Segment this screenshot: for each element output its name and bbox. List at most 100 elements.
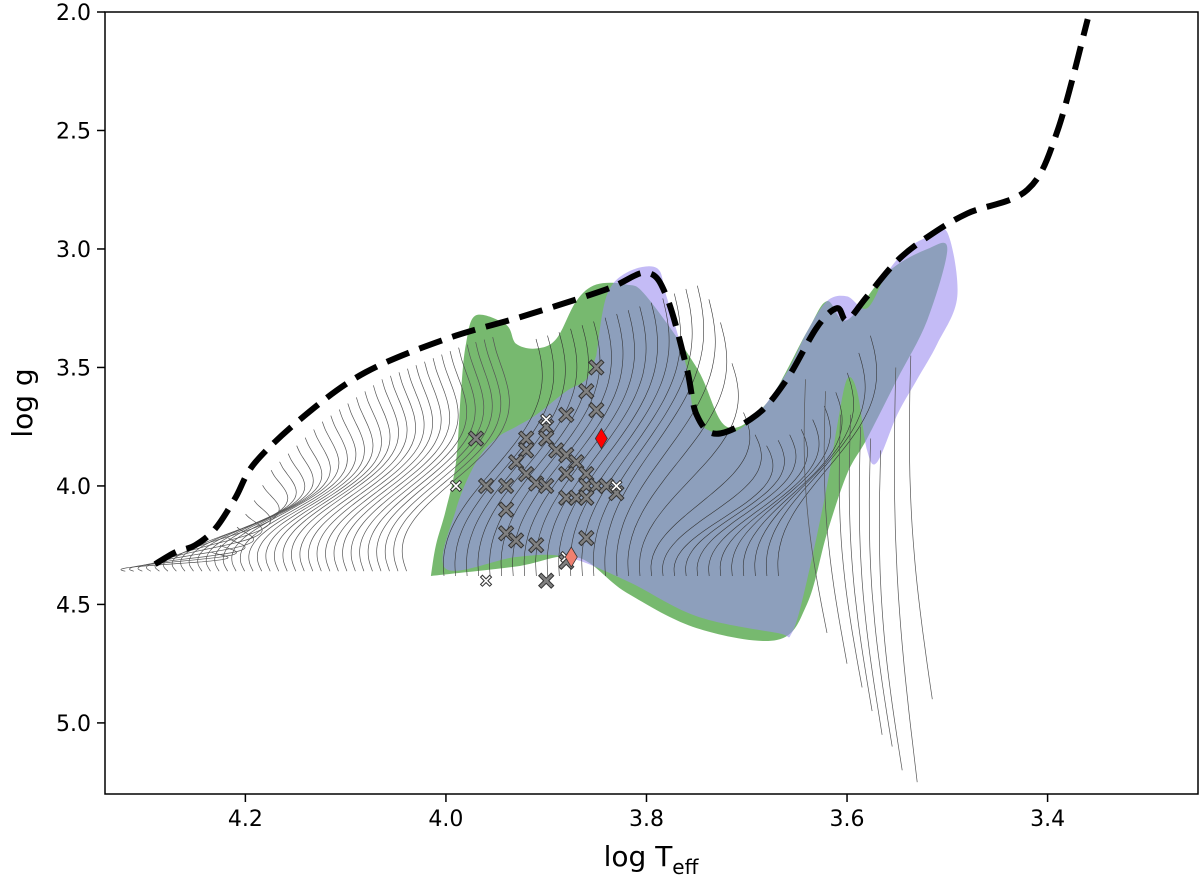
evolution-track [248,409,357,572]
evolution-track [673,445,774,577]
evolution-track [512,317,612,577]
evolution-track [129,544,237,572]
gray-cross-marker [558,465,575,483]
x-axis-label: log Teff [604,840,700,879]
gray-cross-marker [568,454,585,471]
gray-cross-marker [527,536,545,554]
evolution-track [848,414,873,712]
evolution-track [367,347,476,572]
evolution-track [616,299,716,577]
evolution-track [265,397,374,572]
evolution-track [239,415,348,572]
white-cross-marker [540,413,553,426]
evolution-track [535,310,635,577]
evolution-track [333,361,442,572]
y-tick-label: 4.5 [56,593,91,618]
gray-cross-marker [517,442,535,459]
evolution-track [231,421,340,572]
evolution-track [742,392,843,577]
gray-cross-marker [588,359,605,376]
evolution-track [489,325,589,577]
evolution-track [523,313,624,577]
gray-cross-marker [538,477,555,495]
evolution-track [316,368,425,572]
white-cross-marker [610,479,623,493]
y-tick-label: 4.0 [56,475,91,500]
evolution-track [719,419,820,577]
evolution-track [593,288,693,577]
x-tick-label: 3.4 [1030,807,1065,832]
evolution-track [291,379,399,572]
evolution-track [909,355,933,700]
gray-cross-marker [538,430,555,447]
gray-cross-marker [507,454,525,471]
gray-cross-marker [497,501,515,518]
red-diamond-marker [594,427,608,450]
evolution-track [256,403,365,572]
evolution-track [838,414,863,688]
y-tick-label: 2.0 [56,1,91,26]
evolution-track [823,391,848,664]
evolution-track [401,337,510,572]
evolution-track [205,445,314,572]
evolution-track [569,298,670,577]
evolution-track [477,328,578,577]
evolution-track [708,429,808,577]
gray-cross-marker [578,382,595,400]
evolution-track [765,352,866,577]
evolution-track [777,335,877,577]
evolution-track [299,375,408,572]
plot-frame [104,11,1199,795]
gray-cross-marker [558,406,575,424]
evolution-track [731,405,831,577]
y-tick-label: 2.5 [56,119,91,144]
evolutionary-tracks [120,285,933,783]
x-tick-label: 4.0 [428,807,463,832]
y-tick-label: 5.0 [56,712,91,737]
evolution-track [754,372,854,577]
x-tick-label: 4.2 [228,807,263,832]
white-cross-marker [479,574,493,587]
evolution-track [393,339,502,572]
salmon-diamond-marker [564,546,578,568]
gray-cross-marker [517,430,535,447]
evolution-track [180,470,289,572]
y-tick-label: 3.5 [56,356,91,381]
gray-cross-marker [578,489,595,506]
gray-cross-marker [507,532,525,549]
evolution-track [627,322,728,577]
evolution-track [868,438,893,747]
gray-cross-marker [588,401,605,419]
evolution-track [650,412,751,577]
evolution-track [222,429,331,572]
evolution-track [878,450,903,771]
evolution-track [662,434,762,577]
x-tick-label: 3.6 [830,807,865,832]
evolution-track [546,306,647,577]
evolution-track [443,338,543,577]
evolution-track [685,440,785,577]
white-cross-marker [449,479,463,493]
evolution-track [604,285,705,577]
x-axis-ticks: 4.2 4.0 3.8 3.6 3.4 [228,794,1065,832]
evolution-track [696,434,797,577]
x-tick-label: 3.8 [629,807,664,832]
evolution-track [639,363,739,577]
y-tick-label: 3.0 [56,238,91,263]
evolution-track [282,385,391,572]
y-axis-ticks: 2.0 2.5 3.0 3.5 4.0 4.5 5.0 [56,1,105,737]
envelope-dashed-line [153,18,1091,567]
gray-cross-marker [578,529,595,547]
evolution-track [376,344,485,572]
gray-cross-marker [477,477,495,495]
gray-cross-marker [578,465,595,483]
evolution-track [274,391,382,572]
evolution-track [454,335,555,577]
evolution-track [325,365,433,572]
data-markers [449,359,625,589]
gray-cross-marker [538,572,555,589]
evolution-track [350,354,459,572]
shaded-regions [430,228,958,642]
